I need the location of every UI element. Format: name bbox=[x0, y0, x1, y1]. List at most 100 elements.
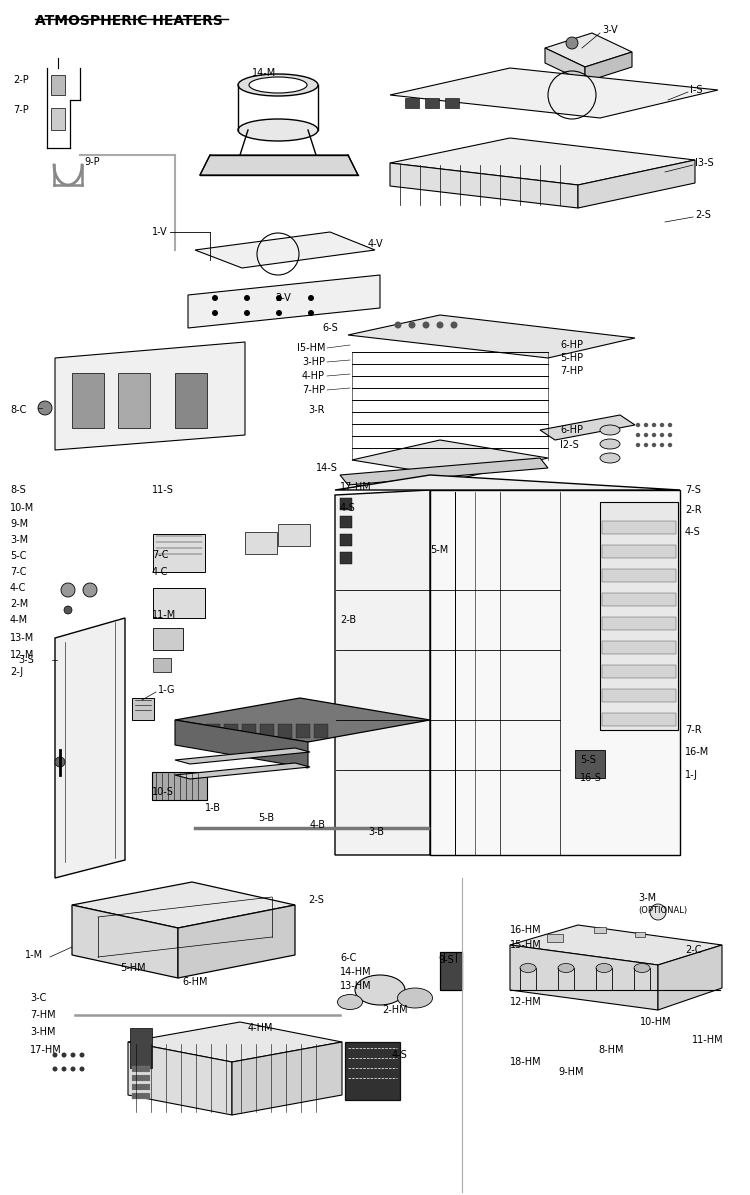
Circle shape bbox=[62, 1066, 67, 1072]
Circle shape bbox=[80, 1053, 85, 1058]
Ellipse shape bbox=[238, 74, 318, 96]
Circle shape bbox=[668, 443, 672, 447]
Text: 7-C: 7-C bbox=[10, 566, 26, 577]
Bar bbox=[594, 927, 606, 933]
Text: 9-S: 9-S bbox=[438, 955, 454, 966]
Text: (OPTIONAL): (OPTIONAL) bbox=[638, 906, 687, 914]
Polygon shape bbox=[175, 748, 310, 764]
Polygon shape bbox=[178, 905, 295, 978]
Polygon shape bbox=[430, 490, 680, 854]
Bar bbox=[602, 569, 676, 582]
Text: 4-C: 4-C bbox=[152, 566, 168, 577]
Circle shape bbox=[660, 433, 664, 437]
Bar bbox=[602, 545, 676, 558]
Circle shape bbox=[644, 423, 648, 427]
Polygon shape bbox=[348, 315, 635, 358]
Text: 4-B: 4-B bbox=[310, 820, 326, 831]
Circle shape bbox=[652, 433, 656, 437]
Text: 12-M: 12-M bbox=[10, 650, 34, 660]
Polygon shape bbox=[578, 160, 695, 208]
Text: 2-S: 2-S bbox=[308, 895, 324, 905]
Bar bbox=[132, 1084, 150, 1090]
Text: 18-HM: 18-HM bbox=[510, 1058, 542, 1067]
Circle shape bbox=[64, 606, 72, 614]
Ellipse shape bbox=[338, 994, 362, 1010]
Circle shape bbox=[636, 443, 640, 447]
Circle shape bbox=[38, 402, 52, 415]
Polygon shape bbox=[175, 762, 310, 779]
Polygon shape bbox=[188, 275, 380, 327]
Bar bbox=[153, 629, 183, 650]
Polygon shape bbox=[195, 232, 375, 268]
Text: 14-M: 14-M bbox=[252, 68, 276, 78]
Text: 2-J: 2-J bbox=[10, 667, 23, 678]
Polygon shape bbox=[352, 440, 548, 478]
Text: 14-HM: 14-HM bbox=[340, 967, 372, 978]
Text: 5-M: 5-M bbox=[430, 545, 448, 554]
Circle shape bbox=[644, 433, 648, 437]
Text: 11-HM: 11-HM bbox=[692, 1035, 724, 1044]
Ellipse shape bbox=[520, 963, 536, 973]
Text: 6-HM: 6-HM bbox=[182, 978, 208, 987]
Bar bbox=[340, 552, 352, 564]
Bar bbox=[224, 724, 238, 739]
Circle shape bbox=[668, 433, 672, 437]
Polygon shape bbox=[600, 502, 678, 730]
Circle shape bbox=[394, 321, 401, 329]
Bar bbox=[602, 641, 676, 654]
Circle shape bbox=[53, 1066, 58, 1072]
Text: 17-HM: 17-HM bbox=[30, 1044, 62, 1055]
Text: 16-S: 16-S bbox=[580, 773, 602, 783]
Text: 11-M: 11-M bbox=[152, 609, 176, 620]
Circle shape bbox=[409, 321, 416, 329]
Polygon shape bbox=[585, 53, 632, 82]
Bar bbox=[153, 534, 205, 572]
Ellipse shape bbox=[355, 975, 405, 1005]
Text: 6-HP: 6-HP bbox=[560, 341, 583, 350]
Text: ATMOSPHERIC HEATERS: ATMOSPHERIC HEATERS bbox=[35, 14, 223, 27]
Text: 6-S: 6-S bbox=[322, 323, 338, 333]
Ellipse shape bbox=[600, 453, 620, 462]
Text: 2-C: 2-C bbox=[685, 945, 701, 955]
Circle shape bbox=[660, 423, 664, 427]
Text: 8-C: 8-C bbox=[10, 405, 26, 415]
Bar bbox=[152, 772, 207, 799]
Ellipse shape bbox=[558, 963, 574, 973]
Circle shape bbox=[212, 295, 218, 301]
Bar bbox=[547, 934, 563, 942]
Text: 1-B: 1-B bbox=[205, 803, 221, 813]
Text: 2-S: 2-S bbox=[695, 210, 711, 220]
Polygon shape bbox=[658, 945, 722, 1010]
Text: 4-S: 4-S bbox=[685, 527, 700, 537]
Polygon shape bbox=[55, 618, 125, 878]
Bar bbox=[132, 1093, 150, 1099]
Circle shape bbox=[276, 310, 282, 315]
Text: 10-HM: 10-HM bbox=[640, 1017, 672, 1027]
Text: 7-HP: 7-HP bbox=[302, 385, 325, 396]
Polygon shape bbox=[72, 905, 178, 978]
Text: 3-C: 3-C bbox=[30, 993, 46, 1003]
Text: 3-B: 3-B bbox=[368, 827, 384, 836]
Bar bbox=[51, 108, 65, 130]
Text: 5-C: 5-C bbox=[10, 551, 26, 560]
Bar bbox=[575, 750, 605, 778]
Text: 1-M: 1-M bbox=[25, 950, 43, 960]
Text: 10-M: 10-M bbox=[10, 503, 34, 513]
Polygon shape bbox=[128, 1042, 232, 1115]
Text: 14-S: 14-S bbox=[316, 462, 338, 473]
Bar bbox=[602, 690, 676, 701]
Text: 2-V: 2-V bbox=[275, 293, 291, 304]
Ellipse shape bbox=[600, 439, 620, 449]
Bar bbox=[405, 98, 419, 108]
Text: 7-C: 7-C bbox=[152, 550, 169, 560]
Text: 6-HP: 6-HP bbox=[560, 425, 583, 435]
Bar bbox=[425, 98, 439, 108]
Text: 13-M: 13-M bbox=[10, 633, 34, 643]
Circle shape bbox=[650, 903, 666, 920]
Text: 4-S: 4-S bbox=[340, 503, 356, 513]
Text: 3-R: 3-R bbox=[308, 405, 325, 415]
Polygon shape bbox=[510, 925, 722, 966]
Bar bbox=[188, 724, 202, 739]
Text: 7-HM: 7-HM bbox=[30, 1010, 56, 1021]
Ellipse shape bbox=[600, 425, 620, 435]
